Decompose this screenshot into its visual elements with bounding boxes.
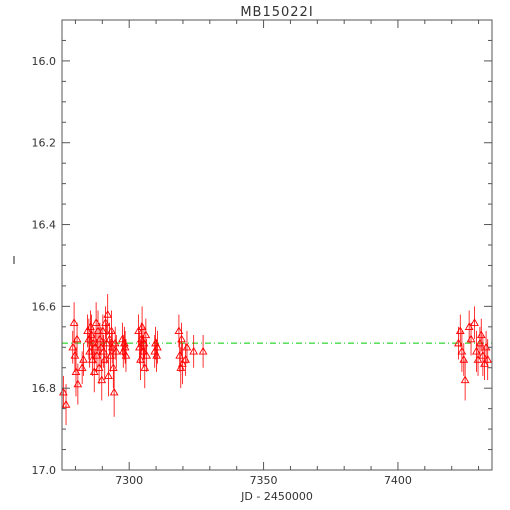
data-point-marker: [109, 387, 119, 396]
data-point-marker: [89, 367, 99, 375]
y-tick-label: 16.6: [32, 300, 57, 313]
y-axis-label: I: [12, 254, 15, 267]
data-point-marker: [178, 359, 187, 367]
data-point-marker: [77, 363, 87, 371]
data-point-marker: [152, 350, 161, 359]
data-point-marker: [79, 355, 88, 363]
data-point-marker: [98, 326, 108, 335]
data-point-marker: [86, 322, 95, 330]
data-point-marker: [107, 326, 116, 335]
x-tick-label: 7400: [384, 474, 412, 487]
data-point-marker: [99, 346, 109, 355]
data-point-marker: [198, 346, 208, 355]
data-point-marker: [475, 338, 485, 347]
data-point-marker: [69, 318, 79, 326]
y-tick-label: 16.4: [32, 219, 57, 232]
data-point-marker: [120, 342, 130, 351]
y-tick-label: 16.2: [32, 137, 57, 150]
data-point-marker: [95, 334, 105, 343]
data-point-marker: [141, 330, 151, 339]
y-tick-label: 16.8: [32, 382, 57, 395]
data-point-marker: [72, 334, 82, 343]
data-point-marker: [466, 334, 476, 343]
data-point-marker: [107, 342, 117, 351]
data-point-marker: [104, 371, 113, 380]
data-point-marker: [181, 355, 191, 363]
chart-title: MB15022I: [240, 5, 313, 20]
data-point-marker: [97, 375, 107, 384]
data-point-marker: [455, 326, 465, 335]
data-point-marker: [103, 310, 113, 318]
data-point-marker: [459, 355, 469, 363]
data-point-marker: [483, 355, 493, 363]
y-tick-label: 16.0: [32, 55, 57, 68]
data-point-marker: [137, 322, 147, 330]
data-point-marker: [174, 326, 184, 335]
data-point-marker: [83, 326, 92, 335]
x-tick-label: 7300: [115, 474, 143, 487]
data-point-marker: [470, 318, 479, 326]
data-point-marker: [73, 379, 83, 388]
data-point-marker: [142, 350, 152, 359]
data-point-marker: [111, 346, 121, 355]
x-tick-label: 7350: [250, 474, 278, 487]
data-point-marker: [153, 342, 162, 351]
y-tick-label: 17.0: [32, 464, 57, 477]
data-point-marker: [102, 338, 111, 347]
plot-area: [58, 294, 493, 425]
data-point-marker: [177, 334, 186, 343]
data-point-marker: [134, 326, 143, 335]
axis-ticks: 7300 7350 7400 16.0 16.2 16.4 16.6 16.8 17.0: [32, 20, 492, 487]
data-point-marker: [108, 363, 118, 371]
data-point-marker: [460, 375, 470, 384]
data-point-marker: [61, 400, 71, 408]
data-point-marker: [476, 330, 486, 339]
data-point-marker: [136, 355, 145, 363]
x-axis-label: JD - 2450000: [240, 490, 313, 503]
data-point-marker: [189, 346, 199, 355]
data-point-marker: [110, 338, 120, 347]
data-point-marker: [121, 350, 131, 359]
data-point-marker: [182, 342, 192, 351]
